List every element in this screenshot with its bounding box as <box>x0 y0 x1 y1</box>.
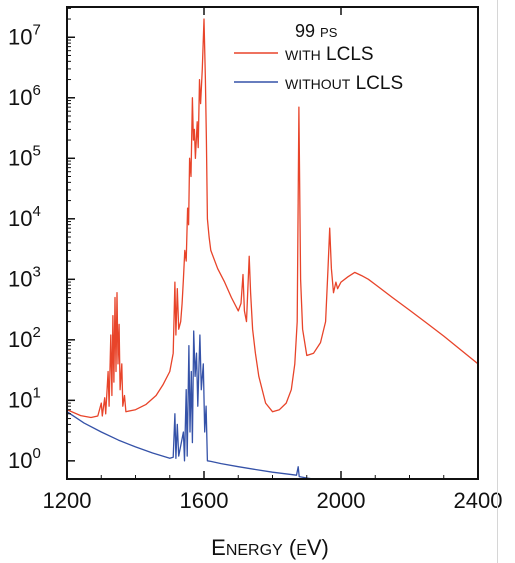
page-edge-rule <box>497 0 498 563</box>
y-tick-label: 106 <box>8 82 41 110</box>
x-tick-label: 2400 <box>454 488 503 513</box>
y-tick-label: 107 <box>8 21 41 49</box>
y-tick-label: 103 <box>8 263 41 291</box>
legend-label-with-lcls: WITH LCLS <box>285 44 374 65</box>
y-tick-exponent: 4 <box>32 203 40 220</box>
y-tick-exponent: 5 <box>32 142 40 159</box>
y-tick-exponent: 0 <box>32 445 40 462</box>
legend-title: 99 PS <box>295 21 338 41</box>
y-tick-exponent: 3 <box>32 263 40 280</box>
legend: 99 PS WITH LCLS WITHOUT LCLS <box>234 21 403 94</box>
x-tick-label: 2000 <box>317 488 366 513</box>
y-tick-label: 105 <box>8 142 41 170</box>
x-tick-label: 1200 <box>43 488 92 513</box>
series-line-without-lcls <box>67 330 318 479</box>
y-tick-exponent: 1 <box>32 384 40 401</box>
series-layer <box>67 18 478 479</box>
y-tick-exponent: 7 <box>32 21 40 38</box>
y-tick-label: 102 <box>8 324 41 352</box>
y-tick-label: 104 <box>8 203 41 231</box>
x-tick-label: 1600 <box>180 488 229 513</box>
y-tick-exponent: 6 <box>32 82 40 99</box>
series-line-with-lcls <box>67 18 478 419</box>
legend-label-without-lcls: WITHOUT LCLS <box>285 73 403 94</box>
y-tick-label: 101 <box>8 384 41 412</box>
axes-layer <box>66 6 479 480</box>
y-tick-label: 100 <box>8 445 41 473</box>
plot-frame <box>66 6 479 480</box>
x-axis-label: ENERGY (EV) <box>211 535 329 560</box>
y-tick-exponent: 2 <box>32 324 40 341</box>
